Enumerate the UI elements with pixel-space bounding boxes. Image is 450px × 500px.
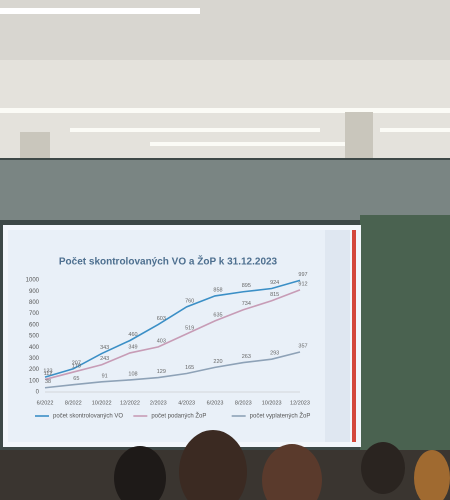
value-label: 220 <box>213 359 222 365</box>
value-label: 924 <box>270 280 279 286</box>
y-tick-label: 100 <box>29 378 40 384</box>
y-tick-label: 900 <box>29 289 40 295</box>
value-label: 343 <box>100 345 109 351</box>
value-label: 357 <box>298 343 307 349</box>
x-tick-label: 12/2022 <box>120 400 140 406</box>
value-label: 349 <box>128 344 137 350</box>
scene: Počet skontrolovaných VO a ŽoP k 31.12.2… <box>0 0 450 500</box>
x-tick-label: 4/2023 <box>178 400 195 406</box>
value-label: 815 <box>270 292 279 298</box>
slide-accent <box>352 230 356 442</box>
head <box>361 442 405 494</box>
value-label: 165 <box>185 365 194 371</box>
x-tick-label: 12/2023 <box>290 400 310 406</box>
green-wall <box>360 215 450 465</box>
value-label: 263 <box>242 354 251 360</box>
x-tick-label: 2/2023 <box>150 400 167 406</box>
y-tick-label: 400 <box>29 345 40 351</box>
value-label: 178 <box>72 364 81 370</box>
x-tick-label: 10/2022 <box>92 400 112 406</box>
legend-label: počet skontrolovaných VO <box>53 414 123 420</box>
value-label: 460 <box>128 332 137 338</box>
value-label: 293 <box>270 351 279 357</box>
x-tick-label: 6/2022 <box>37 400 54 406</box>
light-strip <box>0 108 450 113</box>
value-label: 243 <box>100 356 109 362</box>
value-label: 112 <box>44 371 53 377</box>
legend-label: počet vyplatených ŽoP <box>250 412 311 420</box>
y-tick-label: 600 <box>29 322 40 328</box>
y-tick-label: 800 <box>29 300 40 306</box>
x-tick-label: 10/2023 <box>262 400 282 406</box>
value-label: 858 <box>213 287 222 293</box>
value-label: 603 <box>157 316 166 322</box>
light-strip <box>380 128 450 132</box>
y-tick-label: 700 <box>29 311 40 317</box>
x-tick-label: 8/2023 <box>235 400 252 406</box>
value-label: 519 <box>185 325 194 331</box>
value-label: 129 <box>157 369 166 375</box>
light-strip <box>70 128 320 132</box>
column <box>345 112 373 162</box>
y-tick-label: 300 <box>29 356 40 362</box>
chart-title: Počet skontrolovaných VO a ŽoP k 31.12.2… <box>59 255 278 268</box>
legend-label: počet podaných ŽoP <box>151 412 206 420</box>
value-label: 997 <box>298 272 307 278</box>
y-tick-label: 1000 <box>26 278 40 284</box>
x-tick-label: 6/2023 <box>207 400 224 406</box>
value-label: 91 <box>102 373 108 379</box>
slide-decoration <box>325 230 350 442</box>
x-tick-label: 8/2022 <box>65 400 82 406</box>
y-tick-label: 500 <box>29 334 40 340</box>
column <box>20 132 50 162</box>
value-label: 65 <box>73 376 79 382</box>
value-label: 403 <box>157 338 166 344</box>
value-label: 108 <box>128 371 137 377</box>
light-strip <box>0 8 200 14</box>
value-label: 734 <box>242 301 251 307</box>
value-label: 635 <box>213 312 222 318</box>
value-label: 912 <box>298 281 307 287</box>
page: {"chart_data": {"type": "line", "title":… <box>0 0 450 500</box>
value-label: 38 <box>45 379 51 385</box>
y-tick-label: 200 <box>29 367 40 373</box>
screen-housing <box>0 160 450 220</box>
value-label: 895 <box>242 283 251 289</box>
value-label: 760 <box>185 298 194 304</box>
light-strip <box>150 142 350 146</box>
